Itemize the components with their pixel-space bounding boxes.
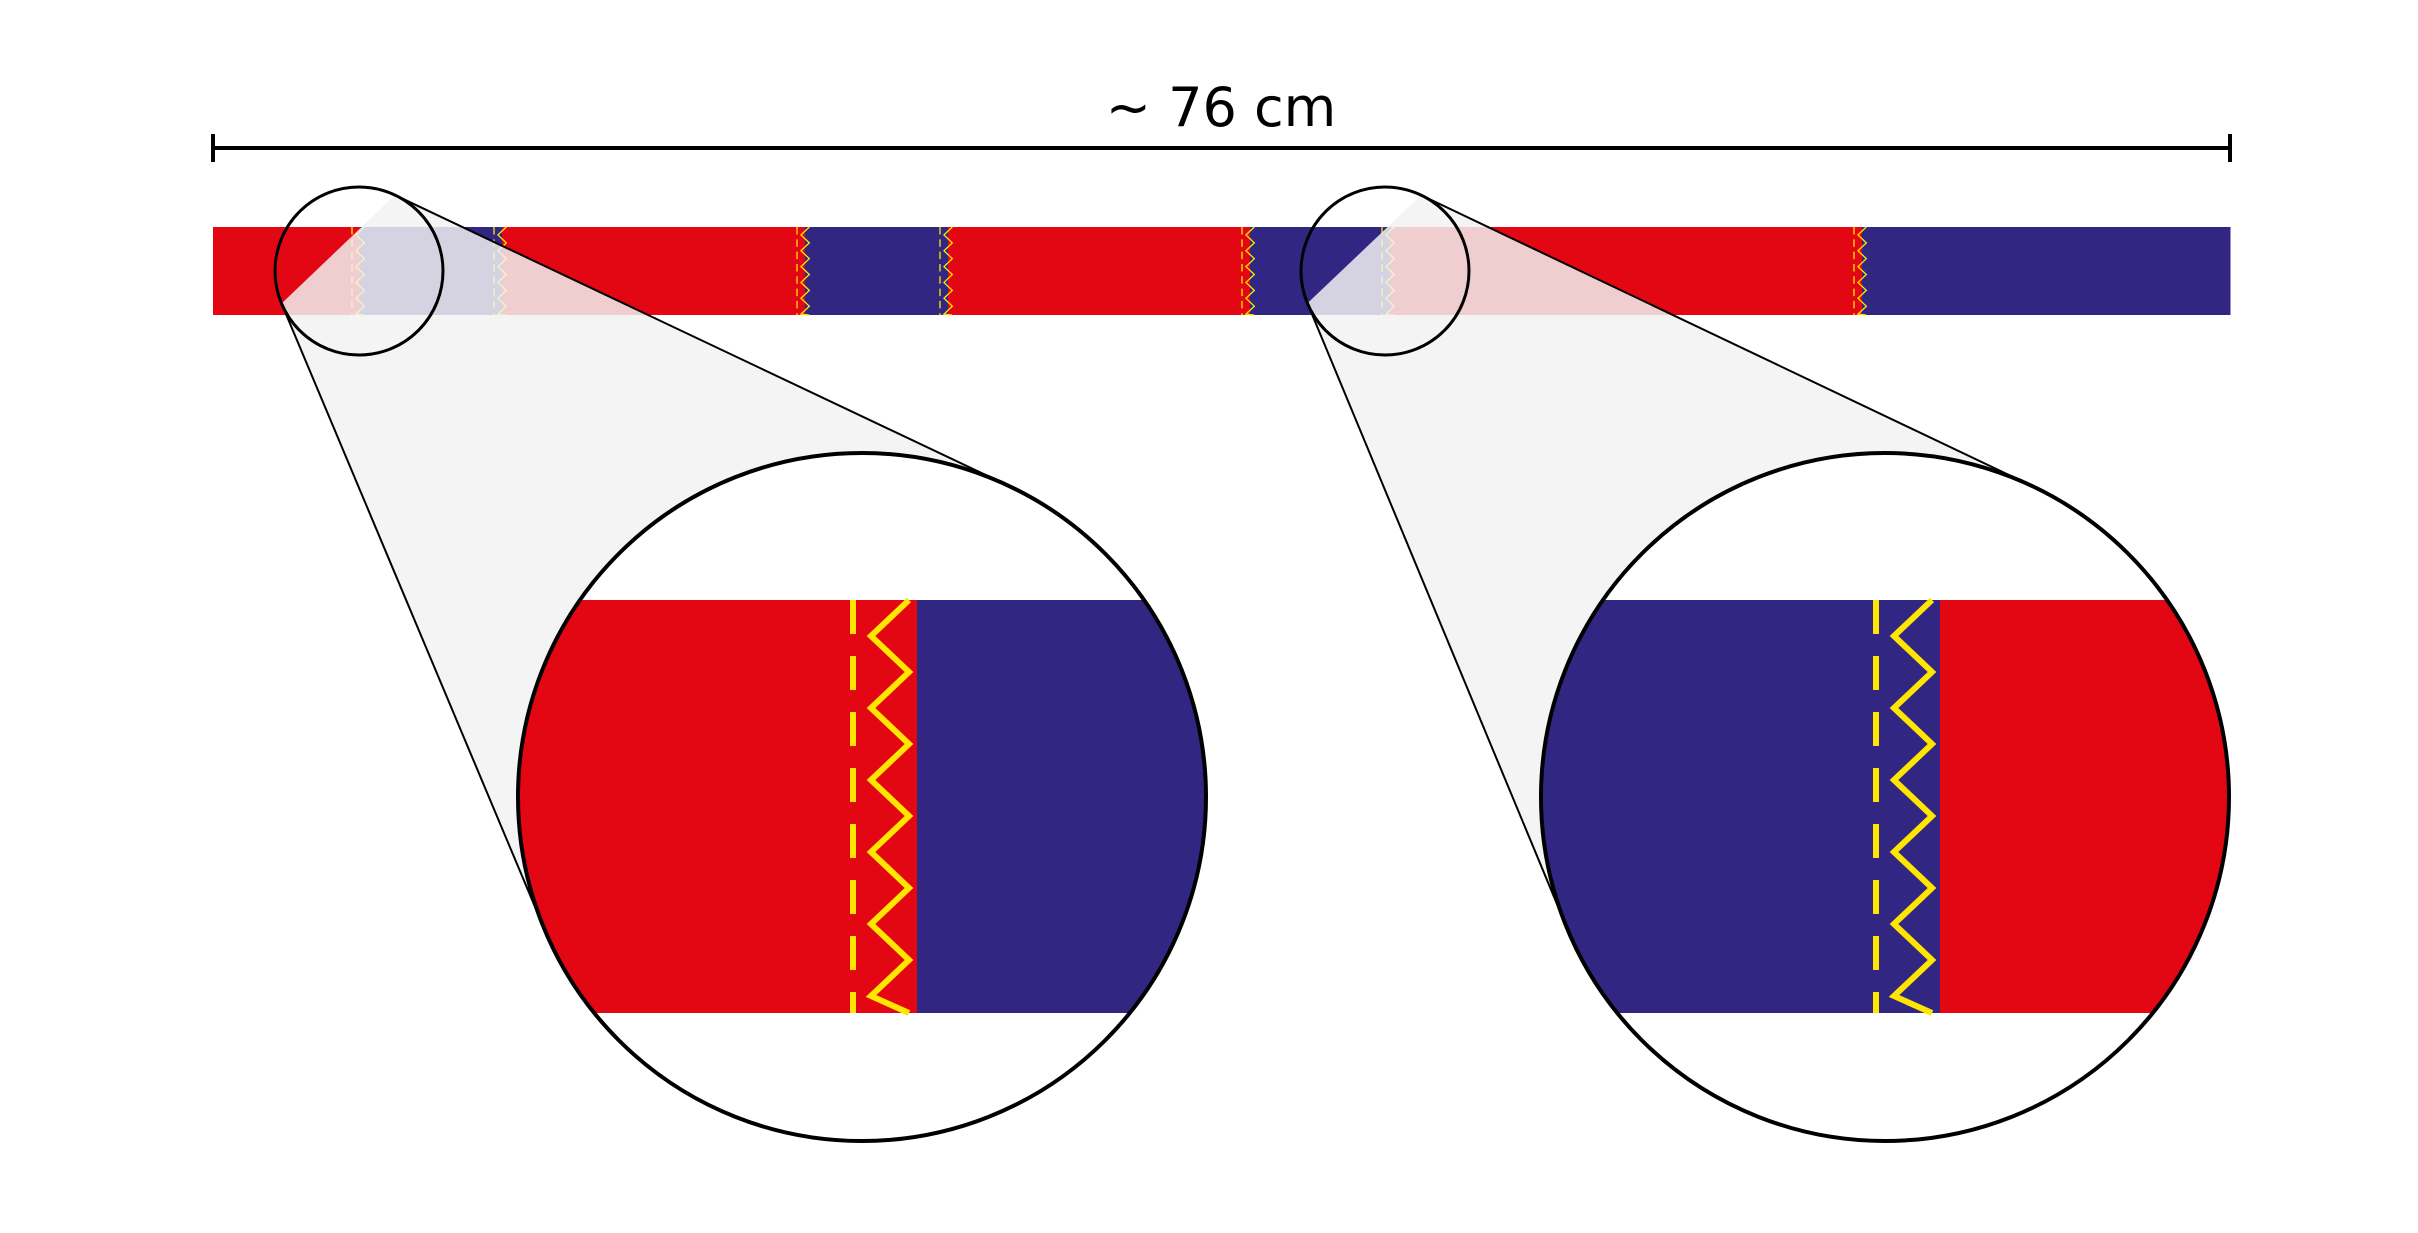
- zoom-cone-edge: [1420, 194, 2034, 488]
- strip-panel-red: [948, 227, 1251, 315]
- strip-seam-stitch: [939, 226, 954, 316]
- stitch-zigzag-line: [942, 226, 954, 316]
- strip-panel-blue: [805, 227, 949, 315]
- magnifier-markers: [273, 185, 1471, 357]
- stitch-zigzag-line: [1888, 597, 1937, 1016]
- strip-panel-blue: [1862, 227, 2231, 315]
- zoom-cone-edge: [1306, 302, 1569, 930]
- zoom-circle-content: [1541, 597, 2229, 1016]
- zoom-circle-outline: [1539, 451, 2231, 1143]
- zoom-circle-content: [518, 597, 1206, 1016]
- zoom-cone-edge: [394, 194, 1010, 488]
- zoom-seam-stitch: [850, 597, 914, 1016]
- zoom-cone-edge: [280, 303, 546, 931]
- zoom-panel-blue: [1541, 600, 1940, 1013]
- zoom-detail-right: [1539, 451, 2231, 1143]
- zoom-panel-red: [1940, 600, 2229, 1013]
- strip-seam-stitch: [1853, 226, 1868, 316]
- magnifier-circle-icon: [1299, 185, 1471, 357]
- zoom-panel-blue: [917, 600, 1206, 1013]
- stitch-zigzag-line: [1856, 226, 1868, 316]
- strip-seam-stitch: [1241, 226, 1256, 316]
- strip-seam-stitch: [796, 226, 811, 316]
- magnifier-circle-icon: [273, 185, 445, 357]
- stitch-zigzag-line: [1244, 226, 1256, 316]
- zoom-seam-stitch: [1873, 597, 1937, 1016]
- stitch-zigzag-line: [865, 597, 914, 1016]
- zoom-panel-red: [518, 600, 917, 1013]
- stitch-zigzag-line: [799, 226, 811, 316]
- dimension-label: ~ 76 cm: [1106, 76, 1337, 139]
- zoom-detail-left: [516, 451, 1208, 1143]
- dimension-indicator: ~ 76 cm: [211, 76, 2232, 162]
- zoom-circle-outline: [516, 451, 1208, 1143]
